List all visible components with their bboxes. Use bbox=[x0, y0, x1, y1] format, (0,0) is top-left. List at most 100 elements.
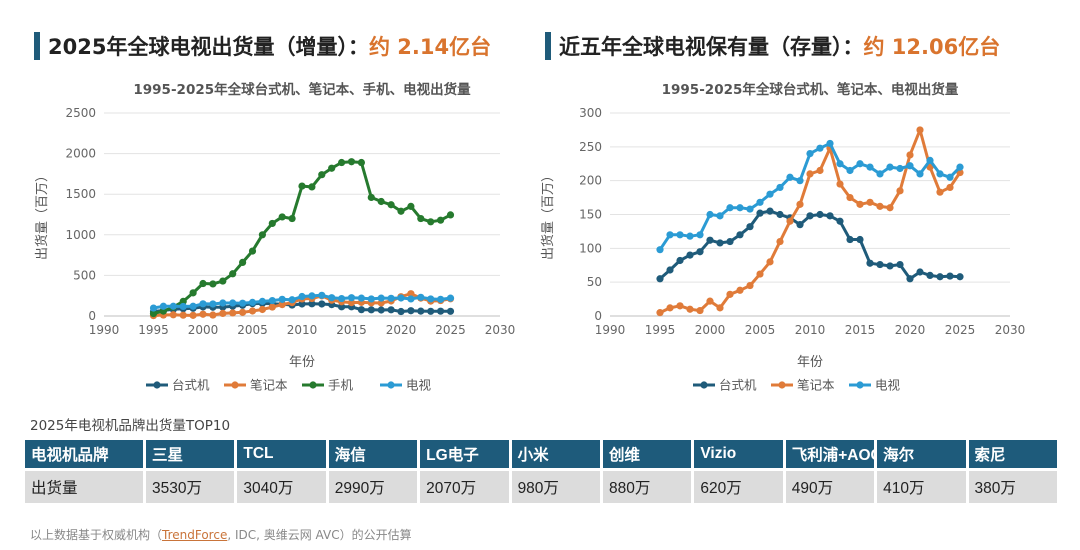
data-point bbox=[736, 204, 744, 212]
data-point bbox=[766, 258, 774, 266]
footnote-after: , IDC, 奥维云网 AVC）的公开估算 bbox=[227, 528, 412, 542]
data-point bbox=[298, 182, 306, 190]
data-point bbox=[856, 160, 864, 168]
legend-item: 笔记本 bbox=[771, 378, 835, 393]
table-cell: 490万 bbox=[785, 468, 875, 503]
data-point bbox=[427, 295, 435, 303]
data-point bbox=[288, 296, 296, 304]
table-cell: 2990万 bbox=[328, 468, 418, 503]
table-header-cell: 索尼 bbox=[968, 440, 1057, 468]
data-point bbox=[936, 273, 944, 281]
data-point bbox=[956, 163, 964, 171]
table-header-cell: 三星 bbox=[146, 440, 235, 468]
data-point bbox=[446, 211, 455, 219]
data-point bbox=[656, 275, 664, 283]
data-point bbox=[407, 295, 415, 303]
data-point bbox=[367, 193, 375, 202]
data-point bbox=[836, 180, 844, 188]
data-point bbox=[278, 295, 286, 303]
data-point bbox=[179, 297, 187, 305]
data-point bbox=[298, 292, 306, 301]
y-tick-label: 1500 bbox=[65, 187, 96, 201]
data-point bbox=[347, 294, 356, 302]
data-point bbox=[746, 223, 754, 231]
data-point bbox=[906, 275, 914, 283]
data-point bbox=[407, 290, 415, 298]
data-point bbox=[916, 170, 924, 178]
data-point bbox=[696, 306, 704, 315]
x-tick-label: 1995 bbox=[645, 323, 676, 337]
legend-item: 笔记本 bbox=[224, 378, 288, 393]
data-point bbox=[397, 294, 405, 302]
y-tick-label: 250 bbox=[579, 140, 602, 154]
data-point bbox=[786, 217, 794, 225]
data-point bbox=[706, 236, 714, 244]
data-point bbox=[179, 311, 187, 319]
data-point bbox=[796, 177, 804, 185]
data-point bbox=[886, 163, 894, 171]
data-point bbox=[328, 294, 336, 302]
data-point bbox=[199, 310, 207, 318]
data-point bbox=[816, 210, 824, 219]
data-point bbox=[268, 219, 276, 228]
legend-swatch-dot bbox=[778, 381, 786, 389]
data-point bbox=[946, 183, 954, 192]
x-tick-label: 2025 bbox=[945, 323, 976, 337]
x-tick-label: 2015 bbox=[336, 323, 367, 337]
footnote-source-link[interactable]: TrendForce bbox=[162, 528, 228, 542]
legend-label: 台式机 bbox=[172, 378, 210, 393]
data-point bbox=[776, 237, 784, 246]
table-cell: 880万 bbox=[602, 468, 692, 503]
table-cell: 980万 bbox=[511, 468, 600, 503]
data-point bbox=[338, 294, 346, 303]
data-point bbox=[846, 166, 854, 175]
data-point bbox=[836, 217, 844, 225]
data-point bbox=[229, 299, 237, 307]
x-tick-label: 1995 bbox=[138, 323, 169, 337]
legend-item: 台式机 bbox=[693, 378, 757, 393]
data-point bbox=[229, 270, 237, 278]
brand-shipment-table: 电视机品牌 三星 TCL 海信 LG电子 小米 创维 Vizio 飞利浦+AOC 海尔 索尼 出货… bbox=[22, 440, 1060, 503]
x-tick-label: 2015 bbox=[845, 323, 876, 337]
table-header-row: 电视机品牌 三星 TCL 海信 LG电子 小米 创维 Vizio 飞利浦+AOC 海尔 索尼 bbox=[25, 440, 1057, 468]
data-point bbox=[696, 248, 704, 256]
data-point bbox=[796, 221, 804, 229]
x-tick-label: 2005 bbox=[745, 323, 776, 337]
data-point bbox=[936, 170, 944, 178]
x-tick-label: 2020 bbox=[386, 323, 417, 337]
x-axis-label: 年份 bbox=[289, 355, 315, 370]
data-point bbox=[776, 183, 784, 192]
table-cell: 3040万 bbox=[237, 468, 326, 503]
data-point bbox=[676, 256, 684, 265]
x-tick-label: 2010 bbox=[287, 323, 318, 337]
data-point bbox=[946, 272, 954, 280]
table-header-cell: TCL bbox=[237, 440, 326, 468]
y-tick-label: 150 bbox=[579, 208, 602, 222]
legend-swatch-dot bbox=[700, 381, 708, 389]
data-point bbox=[726, 290, 734, 298]
data-point bbox=[417, 214, 425, 223]
data-point bbox=[169, 302, 177, 310]
data-point bbox=[268, 296, 276, 305]
data-point bbox=[209, 311, 217, 319]
data-point bbox=[239, 299, 247, 307]
data-point bbox=[666, 266, 674, 274]
data-point bbox=[367, 306, 375, 314]
data-point bbox=[906, 162, 914, 170]
data-point bbox=[776, 210, 784, 219]
table-row-label: 出货量 bbox=[25, 468, 143, 503]
data-point bbox=[209, 280, 217, 288]
data-point bbox=[437, 295, 445, 303]
legend-swatch-dot bbox=[153, 381, 161, 389]
legend-label: 台式机 bbox=[719, 378, 757, 393]
x-tick-label: 2000 bbox=[188, 323, 219, 337]
data-point bbox=[239, 308, 247, 316]
data-point bbox=[397, 207, 405, 215]
legend-swatch-dot bbox=[387, 381, 395, 389]
data-point bbox=[437, 307, 445, 315]
data-point bbox=[407, 307, 415, 315]
legend-label: 电视 bbox=[406, 378, 432, 393]
table-cell: 620万 bbox=[694, 468, 783, 503]
table-header-cell: 创维 bbox=[602, 440, 692, 468]
data-point bbox=[278, 213, 286, 221]
